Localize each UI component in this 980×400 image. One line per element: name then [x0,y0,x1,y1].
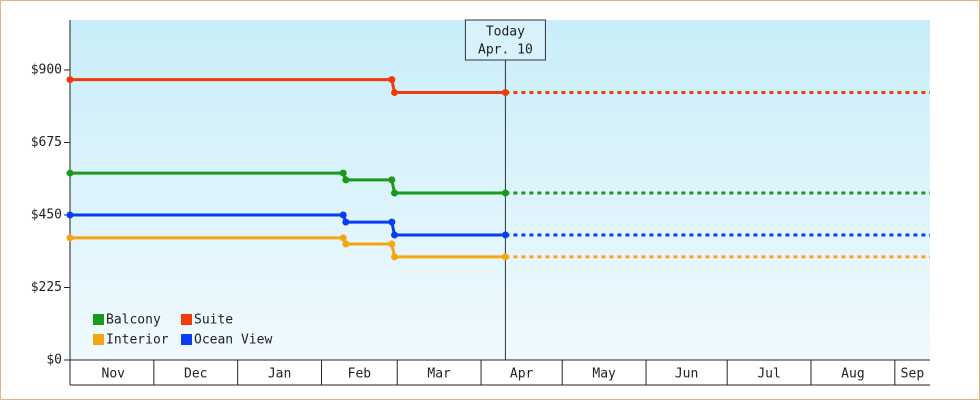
x-tick-label: Jun [675,367,698,382]
point [342,176,350,184]
legend-swatch [181,314,192,325]
y-tick-label: $450 [31,207,62,222]
point [342,240,350,248]
x-tick-label: Feb [348,367,372,382]
point [391,89,399,97]
point [66,211,74,219]
x-tick-label: Sep [901,367,925,382]
x-tick-label: Jul [757,367,780,382]
y-tick-label: $0 [46,353,62,368]
point [66,76,74,84]
point [388,176,396,184]
point [501,89,509,97]
legend-label: Suite [194,313,233,328]
legend-swatch [93,314,104,325]
x-tick-label: Apr [510,367,534,382]
legend-label: Ocean View [194,333,272,348]
today-title: Today [486,25,525,40]
series-line [70,171,506,195]
y-tick-label: $675 [31,135,62,150]
point [66,169,74,177]
series-line [70,78,506,95]
point [339,234,347,242]
point [391,253,399,261]
point [391,231,399,239]
y-tick-label: $900 [31,62,62,77]
series-line [70,236,506,259]
point [66,234,74,242]
legend-label: Balcony [106,313,161,328]
point [391,189,399,197]
point [388,218,396,226]
point [339,211,347,219]
x-tick-label: Aug [841,367,864,382]
point [339,169,347,177]
point [501,231,509,239]
x-tick-label: May [592,367,616,382]
legend-swatch [93,334,104,345]
x-tick-label: Mar [427,367,451,382]
point [388,240,396,248]
series-line [70,213,506,237]
plot-area [70,20,930,360]
x-tick-label: Jan [268,367,291,382]
point [388,76,396,84]
y-tick-label: $225 [31,280,62,295]
today-box [464,19,546,61]
today-label: Apr. 10 [478,43,533,58]
point [501,189,509,197]
legend-swatch [181,334,192,345]
x-tick-label: Nov [102,367,126,382]
x-tick-label: Dec [184,367,207,382]
legend-label: Interior [106,333,169,348]
point [342,218,350,226]
point [501,253,509,261]
